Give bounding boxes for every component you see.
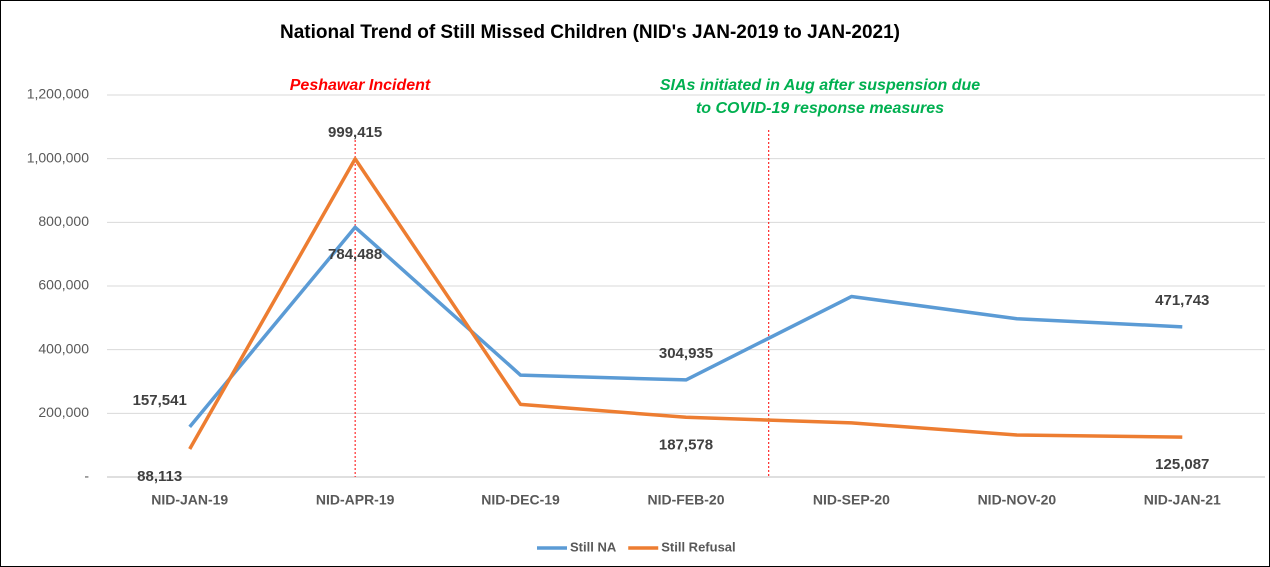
data-label: 999,415 — [328, 124, 382, 141]
data-label: 125,087 — [1155, 456, 1209, 473]
x-tick-label: NID-APR-19 — [316, 492, 395, 508]
data-label: 187,578 — [659, 436, 713, 453]
y-tick-label: - — [84, 468, 89, 484]
x-tick-label: NID-FEB-20 — [647, 492, 724, 508]
y-tick-label: 800,000 — [38, 213, 89, 229]
data-label: 471,743 — [1155, 292, 1209, 309]
chart-title: National Trend of Still Missed Children … — [280, 22, 900, 43]
data-label: 88,113 — [137, 468, 182, 485]
data-label: 304,935 — [659, 345, 713, 362]
legend-label: Still NA — [570, 539, 617, 554]
x-tick-label: NID-SEP-20 — [813, 492, 890, 508]
y-tick-label: 200,000 — [38, 404, 89, 420]
y-tick-label: 1,000,000 — [27, 149, 89, 165]
series-line — [188, 157, 1183, 450]
data-label: 784,488 — [328, 246, 382, 263]
x-tick-label: NID-NOV-20 — [978, 492, 1057, 508]
y-tick-label: 1,200,000 — [27, 86, 89, 102]
annotation: SIAs initiated in Aug after suspension d… — [660, 77, 980, 94]
annotation: Peshawar Incident — [290, 77, 431, 94]
x-tick-label: NID-DEC-19 — [481, 492, 560, 508]
y-tick-label: 400,000 — [38, 340, 89, 356]
annotation: to COVID-19 response measures — [696, 100, 944, 117]
series-line — [188, 225, 1183, 428]
y-tick-label: 600,000 — [38, 277, 89, 293]
legend-label: Still Refusal — [661, 539, 735, 554]
x-tick-label: NID-JAN-21 — [1144, 492, 1221, 508]
x-tick-label: NID-JAN-19 — [151, 492, 228, 508]
data-label: 157,541 — [133, 392, 187, 409]
